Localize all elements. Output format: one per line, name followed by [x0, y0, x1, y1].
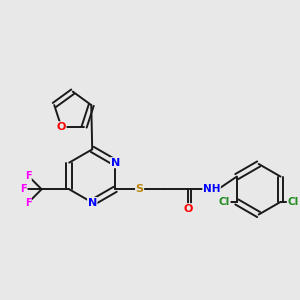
Text: O: O	[57, 122, 66, 132]
Text: F: F	[20, 184, 27, 194]
Text: Cl: Cl	[287, 197, 298, 207]
Text: Cl: Cl	[219, 197, 230, 207]
Text: O: O	[184, 204, 193, 214]
Text: F: F	[25, 171, 31, 181]
Text: N: N	[88, 198, 97, 208]
Text: NH: NH	[203, 184, 220, 194]
Text: F: F	[25, 198, 31, 208]
Text: N: N	[111, 158, 120, 168]
Text: S: S	[136, 184, 144, 194]
